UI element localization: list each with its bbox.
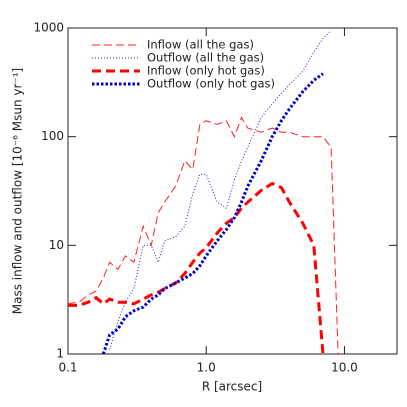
legend: Inflow (all the gas)Outflow (all the gas… — [92, 38, 275, 91]
legend-label: Outflow (all the gas) — [147, 51, 264, 65]
y-tick-label: 1 — [56, 347, 64, 361]
plot-frame — [67, 27, 398, 355]
series-line — [68, 181, 325, 354]
y-axis-label: Mass inflow and outflow [10⁻⁶ Msun yr⁻¹] — [11, 68, 25, 314]
x-tick-label: 1.0 — [197, 361, 216, 375]
legend-label: Inflow (all the gas) — [147, 38, 254, 52]
x-tick-label: 0.1 — [58, 361, 77, 375]
series-line — [109, 30, 332, 350]
y-tick-label: 100 — [41, 129, 64, 143]
y-tick-label: 10 — [49, 238, 64, 252]
x-tick-label: 10.0 — [331, 361, 358, 375]
y-tick-label: 1000 — [33, 21, 64, 35]
x-axis-label: R [arcsec] — [202, 380, 262, 394]
legend-label: Inflow (only hot gas) — [147, 64, 265, 78]
legend-label: Outflow (only hot gas) — [147, 77, 275, 91]
series-line — [101, 72, 324, 354]
series-line — [68, 116, 339, 354]
